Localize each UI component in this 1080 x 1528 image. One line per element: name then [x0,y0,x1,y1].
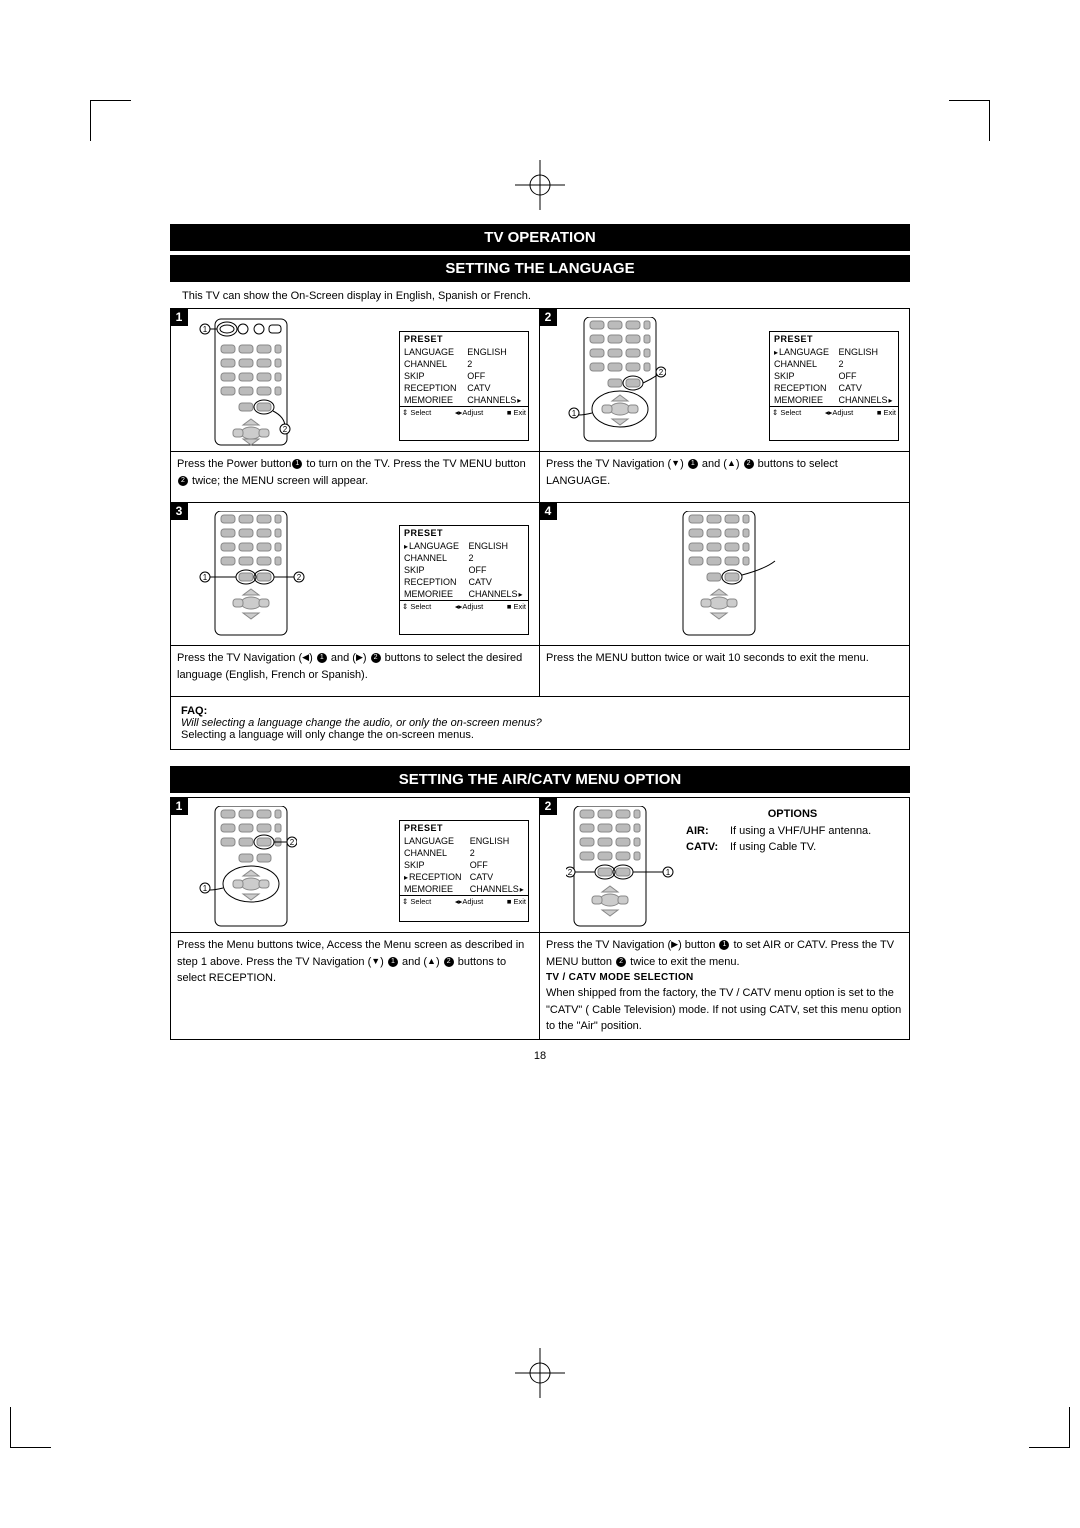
svg-text:2: 2 [297,573,302,582]
remote-illustration: 2 1 [197,806,297,928]
svg-text:1: 1 [572,409,577,418]
step-number: 1 [170,308,188,326]
preset-menu: PRESET LANGUAGEENGLISH CHANNEL2 SKIPOFF … [399,820,529,922]
step-number: 2 [539,308,557,326]
options-panel: OPTIONS AIR:If using a VHF/UHF antenna. … [680,802,905,928]
intro-text: This TV can show the On-Screen display i… [182,290,910,302]
step-caption: Press the MENU button twice or wait 10 s… [540,646,909,696]
remote-illustration: 2 1 [566,317,666,447]
faq-box: FAQ: Will selecting a language change th… [170,697,910,750]
svg-text:1: 1 [203,884,208,893]
preset-menu: PRESET LANGUAGEENGLISH CHANNEL2 SKIPOFF … [399,331,529,441]
svg-text:1: 1 [203,325,208,334]
svg-text:2: 2 [659,368,664,377]
step-number: 1 [170,797,188,815]
air-step-1: 1 2 [170,797,540,1040]
manual-page: TV OPERATION SETTING THE LANGUAGE This T… [170,0,910,1262]
step-caption: Press the TV Navigation (▶) button 1 to … [540,933,909,1039]
svg-text:2: 2 [290,838,295,847]
step-caption: Press the Menu buttons twice, Access the… [171,933,539,991]
step-caption: Press the TV Navigation (◀) 1 and (▶) 2 … [171,646,539,696]
remote-illustration [665,511,785,641]
step-1: 1 1 [170,308,540,503]
section-title-1: TV OPERATION [170,224,910,251]
section-title-2: SETTING THE LANGUAGE [170,255,910,282]
step-caption: Press the TV Navigation (▼) 1 and (▲) 2 … [540,452,909,502]
step-number: 3 [170,502,188,520]
svg-text:1: 1 [666,868,671,877]
preset-menu: PRESET LANGUAGEENGLISH CHANNEL2 SKIPOFF … [769,331,899,441]
crop-corner [90,100,131,141]
svg-text:1: 1 [203,573,208,582]
remote-illustration: 1 2 [197,317,297,447]
remote-illustration: 2 1 [566,806,676,928]
registration-mark [515,1348,565,1398]
page-number: 18 [170,1050,910,1062]
crop-corner [1029,1407,1070,1448]
section-title-3: SETTING THE AIR/CATV MENU OPTION [170,766,910,793]
remote-illustration: 1 2 [197,511,307,641]
svg-text:2: 2 [568,868,573,877]
step-4: 4 [540,503,910,697]
preset-menu: PRESET LANGUAGEENGLISH CHANNEL2 SKIPOFF … [399,525,529,635]
air-step-2: 2 2 [540,797,910,1040]
step-number: 4 [539,502,557,520]
step-caption: Press the Power button1 to turn on the T… [171,452,539,502]
step-number: 2 [539,797,557,815]
step-3: 3 1 [170,503,540,697]
crop-corner [949,100,990,141]
crop-corner [10,1407,51,1448]
svg-text:2: 2 [283,425,288,434]
step-2: 2 2 [540,308,910,503]
